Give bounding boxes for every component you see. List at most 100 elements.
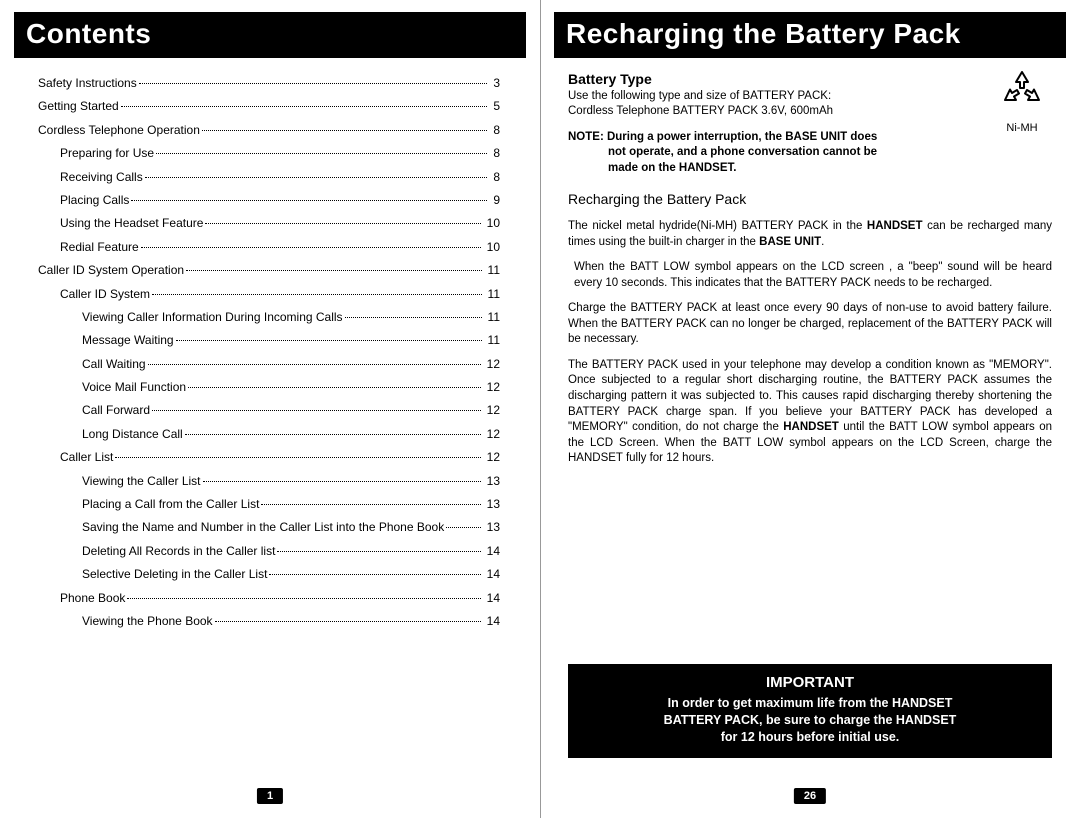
toc-page: 9 bbox=[493, 189, 500, 212]
toc-leader-dots bbox=[186, 270, 481, 271]
battery-type-block: Battery Type Use the following type and … bbox=[568, 66, 1052, 176]
toc-row: Message Waiting11 bbox=[38, 329, 500, 352]
toc-row: Call Waiting 12 bbox=[38, 353, 500, 376]
toc-leader-dots bbox=[145, 177, 488, 178]
toc-leader-dots bbox=[131, 200, 487, 201]
recharge-para-2: When the BATT LOW symbol appears on the … bbox=[568, 260, 1052, 291]
toc-row: Deleting All Records in the Caller list1… bbox=[38, 540, 500, 563]
toc-row: Long Distance Call12 bbox=[38, 423, 500, 446]
important-box: IMPORTANT In order to get maximum life f… bbox=[568, 664, 1052, 758]
toc-page: 10 bbox=[487, 212, 500, 235]
toc-label: Caller List bbox=[60, 446, 113, 469]
toc-page: 12 bbox=[487, 376, 500, 399]
toc-label: Viewing the Caller List bbox=[82, 470, 201, 493]
toc-row: Getting Started 5 bbox=[38, 95, 500, 118]
contents-title: Contents bbox=[26, 18, 151, 49]
recycle-icon bbox=[997, 107, 1047, 119]
toc-label: Preparing for Use bbox=[60, 142, 154, 165]
toc-page: 12 bbox=[487, 446, 500, 469]
toc-row: Placing Calls9 bbox=[38, 189, 500, 212]
toc-page: 11 bbox=[488, 306, 500, 329]
toc-label: Voice Mail Function bbox=[82, 376, 186, 399]
toc-label: Cordless Telephone Operation bbox=[38, 119, 200, 142]
toc-page: 3 bbox=[493, 72, 500, 95]
toc-label: Saving the Name and Number in the Caller… bbox=[82, 516, 444, 539]
toc-page: 14 bbox=[487, 540, 500, 563]
battery-type-note-l1: NOTE: During a power interruption, the B… bbox=[568, 130, 978, 146]
toc-label: Phone Book bbox=[60, 587, 125, 610]
toc-page: 13 bbox=[487, 516, 500, 539]
right-page-body: Battery Type Use the following type and … bbox=[568, 66, 1052, 467]
toc-leader-dots bbox=[121, 106, 488, 107]
toc-label: Safety Instructions bbox=[38, 72, 137, 95]
toc-leader-dots bbox=[115, 457, 480, 458]
toc-label: Message Waiting bbox=[82, 329, 174, 352]
toc-label: Getting Started bbox=[38, 95, 119, 118]
battery-type-heading: Battery Type bbox=[568, 70, 978, 89]
toc-page: 5 bbox=[493, 95, 500, 118]
toc-row: Viewing the Phone Book14 bbox=[38, 610, 500, 633]
battery-type-line1: Use the following type and size of BATTE… bbox=[568, 89, 978, 105]
toc-leader-dots bbox=[127, 598, 480, 599]
toc-leader-dots bbox=[261, 504, 480, 505]
toc-page: 10 bbox=[487, 236, 500, 259]
toc-label: Receiving Calls bbox=[60, 166, 143, 189]
recharge-para-4: The BATTERY PACK used in your telephone … bbox=[568, 358, 1052, 467]
important-heading: IMPORTANT bbox=[582, 674, 1038, 691]
toc-leader-dots bbox=[215, 621, 481, 622]
recharge-para-1: The nickel metal hydride(Ni-MH) BATTERY … bbox=[568, 219, 1052, 250]
toc-label: Placing a Call from the Caller List bbox=[82, 493, 259, 516]
toc-row: Redial Feature10 bbox=[38, 236, 500, 259]
toc-page: 14 bbox=[487, 587, 500, 610]
toc-row: Receiving Calls8 bbox=[38, 166, 500, 189]
toc-page: 8 bbox=[493, 142, 500, 165]
toc-label: Viewing the Phone Book bbox=[82, 610, 213, 633]
page-spread: Contents Safety Instructions3Getting Sta… bbox=[0, 0, 1080, 818]
toc-page: 12 bbox=[487, 399, 500, 422]
toc-label: Using the Headset Feature bbox=[60, 212, 203, 235]
toc-leader-dots bbox=[345, 317, 482, 318]
recharge-title: Recharging the Battery Pack bbox=[566, 18, 961, 49]
toc-leader-dots bbox=[152, 410, 481, 411]
toc-leader-dots bbox=[269, 574, 480, 575]
toc-row: Viewing the Caller List 13 bbox=[38, 470, 500, 493]
toc-page: 13 bbox=[487, 470, 500, 493]
toc-label: Viewing Caller Information During Incomi… bbox=[82, 306, 343, 329]
toc-page: 11 bbox=[488, 283, 500, 306]
toc-leader-dots bbox=[141, 247, 481, 248]
left-page-number: 1 bbox=[257, 788, 283, 804]
toc-row: Call Forward12 bbox=[38, 399, 500, 422]
toc-page: 14 bbox=[487, 563, 500, 586]
toc-leader-dots bbox=[203, 481, 481, 482]
toc-label: Call Waiting bbox=[82, 353, 146, 376]
toc-leader-dots bbox=[205, 223, 480, 224]
toc-page: 13 bbox=[487, 493, 500, 516]
right-page-number: 26 bbox=[794, 788, 826, 804]
recharge-subheading: Recharging the Battery Pack bbox=[568, 190, 1052, 209]
toc-leader-dots bbox=[185, 434, 481, 435]
recycle-label: Ni-MH bbox=[992, 121, 1052, 136]
toc-row: Saving the Name and Number in the Caller… bbox=[38, 516, 500, 539]
toc-leader-dots bbox=[176, 340, 482, 341]
toc-leader-dots bbox=[139, 83, 488, 84]
toc-leader-dots bbox=[148, 364, 481, 365]
toc-row: Using the Headset Feature 10 bbox=[38, 212, 500, 235]
battery-type-note-l3: made on the HANDSET. bbox=[568, 161, 978, 177]
battery-type-line2: Cordless Telephone BATTERY PACK 3.6V, 60… bbox=[568, 104, 978, 120]
toc-leader-dots bbox=[202, 130, 487, 131]
toc-row: Viewing Caller Information During Incomi… bbox=[38, 306, 500, 329]
toc-page: 12 bbox=[487, 353, 500, 376]
toc-page: 12 bbox=[487, 423, 500, 446]
toc-leader-dots bbox=[446, 527, 480, 528]
toc-row: Caller List 12 bbox=[38, 446, 500, 469]
toc-page: 11 bbox=[488, 259, 500, 282]
toc-leader-dots bbox=[277, 551, 480, 552]
toc-row: Cordless Telephone Operation 8 bbox=[38, 119, 500, 142]
toc-row: Phone Book 14 bbox=[38, 587, 500, 610]
toc-row: Caller ID System Operation11 bbox=[38, 259, 500, 282]
recharge-para-3: Charge the BATTERY PACK at least once ev… bbox=[568, 301, 1052, 348]
recharge-title-bar: Recharging the Battery Pack bbox=[554, 12, 1066, 58]
table-of-contents: Safety Instructions3Getting Started5Cord… bbox=[38, 72, 500, 633]
toc-page: 8 bbox=[493, 119, 500, 142]
important-body: In order to get maximum life from the HA… bbox=[582, 695, 1038, 746]
